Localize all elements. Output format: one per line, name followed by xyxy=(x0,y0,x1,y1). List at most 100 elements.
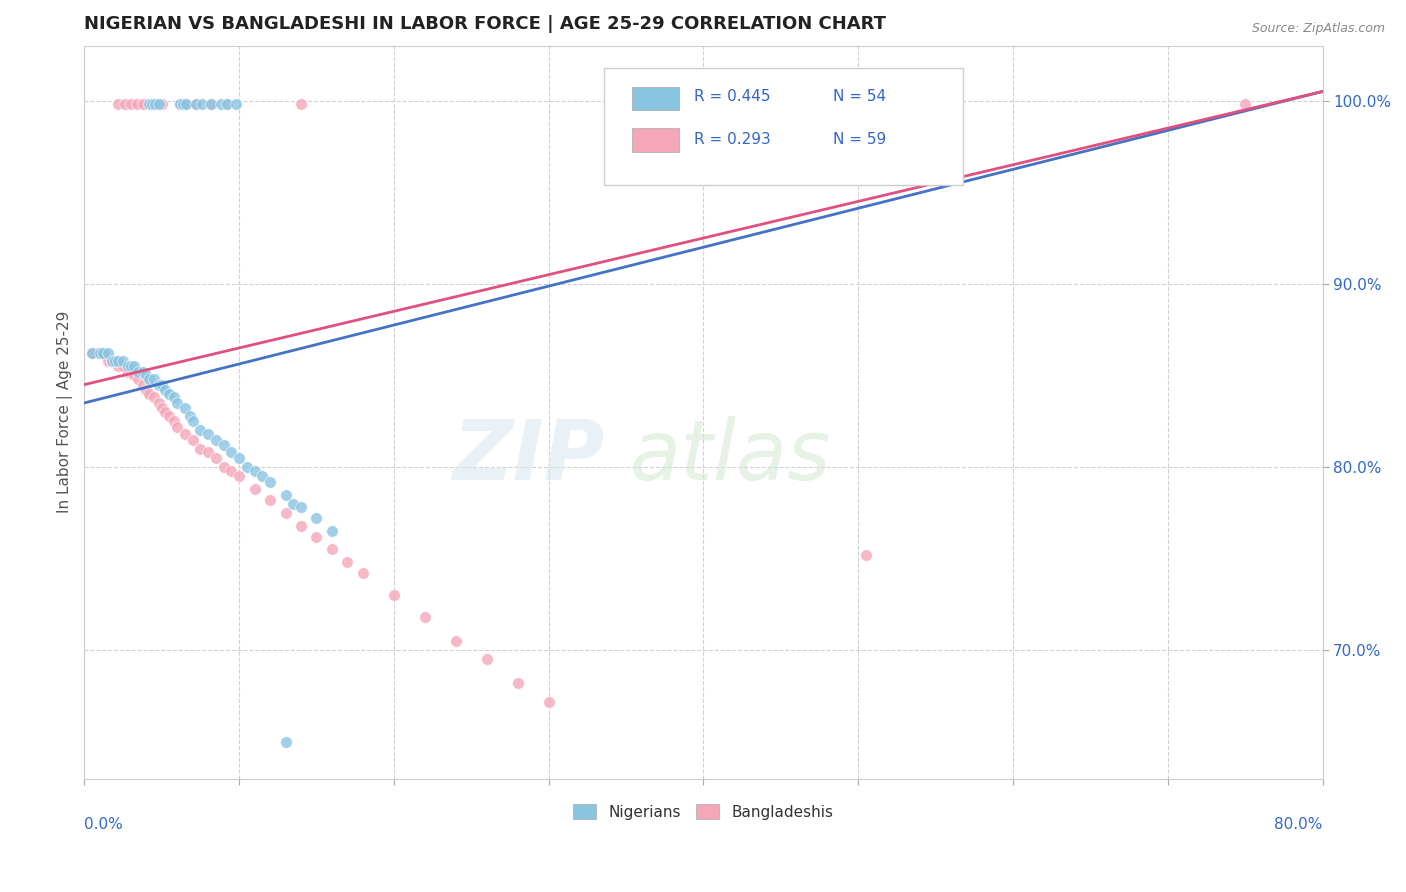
Point xyxy=(181,414,204,428)
Point xyxy=(352,566,374,581)
Point xyxy=(96,353,118,368)
Point xyxy=(290,97,312,112)
Point xyxy=(135,383,157,397)
Point xyxy=(111,353,134,368)
Point xyxy=(243,482,266,496)
Point xyxy=(145,97,167,112)
Point xyxy=(132,377,155,392)
Point xyxy=(169,97,191,112)
Point xyxy=(236,460,259,475)
Point xyxy=(138,386,160,401)
Legend: Nigerians, Bangladeshis: Nigerians, Bangladeshis xyxy=(567,797,839,826)
Point xyxy=(221,445,243,459)
Point xyxy=(475,652,498,666)
Point xyxy=(225,97,247,112)
Point xyxy=(228,469,250,483)
Point xyxy=(221,464,243,478)
Point xyxy=(120,365,142,379)
Point xyxy=(150,377,173,392)
Point xyxy=(91,346,114,360)
Point xyxy=(104,353,127,368)
Text: 0.0%: 0.0% xyxy=(84,817,124,832)
Point xyxy=(117,359,139,374)
Point xyxy=(86,346,108,360)
Point xyxy=(138,372,160,386)
Point xyxy=(259,493,281,508)
Point xyxy=(80,346,103,360)
Point xyxy=(274,506,297,520)
Point xyxy=(107,353,129,368)
Point xyxy=(80,346,103,360)
Point xyxy=(153,405,176,419)
Text: ZIP: ZIP xyxy=(451,416,605,497)
Point xyxy=(153,383,176,397)
Text: N = 54: N = 54 xyxy=(834,89,887,104)
Point xyxy=(190,424,212,438)
Point xyxy=(120,97,142,112)
Point xyxy=(127,365,149,379)
Point xyxy=(413,610,436,624)
Point xyxy=(290,518,312,533)
Point xyxy=(101,353,124,368)
Point xyxy=(305,511,328,525)
FancyBboxPatch shape xyxy=(605,68,963,185)
Point xyxy=(107,359,129,374)
Point xyxy=(159,386,181,401)
Point xyxy=(125,97,148,112)
Point xyxy=(166,419,188,434)
Point xyxy=(148,396,170,410)
Point xyxy=(142,372,165,386)
Point xyxy=(174,401,197,416)
Text: NIGERIAN VS BANGLADESHI IN LABOR FORCE | AGE 25-29 CORRELATION CHART: NIGERIAN VS BANGLADESHI IN LABOR FORCE |… xyxy=(84,15,886,33)
Point xyxy=(148,97,170,112)
Y-axis label: In Labor Force | Age 25-29: In Labor Force | Age 25-29 xyxy=(58,311,73,513)
Text: R = 0.445: R = 0.445 xyxy=(693,89,770,104)
Point xyxy=(166,396,188,410)
Point xyxy=(141,97,163,112)
Point xyxy=(122,368,145,383)
Point xyxy=(305,530,328,544)
Point xyxy=(274,487,297,501)
Point xyxy=(127,372,149,386)
Point xyxy=(89,346,111,360)
Point xyxy=(150,401,173,416)
Text: Source: ZipAtlas.com: Source: ZipAtlas.com xyxy=(1251,22,1385,36)
Point xyxy=(1234,97,1257,112)
Point xyxy=(283,497,305,511)
Point xyxy=(163,391,186,405)
Point xyxy=(215,97,238,112)
Point xyxy=(215,97,238,112)
Point xyxy=(197,427,219,442)
Point xyxy=(101,353,124,368)
Point xyxy=(107,97,129,112)
Point xyxy=(382,588,405,602)
Point xyxy=(200,97,222,112)
Point xyxy=(184,97,207,112)
Point xyxy=(179,409,201,423)
Point xyxy=(122,359,145,374)
Point xyxy=(321,542,343,557)
Point xyxy=(132,97,155,112)
Point xyxy=(209,97,232,112)
Point xyxy=(176,97,198,112)
Point xyxy=(174,427,197,442)
Point xyxy=(336,555,359,569)
Point xyxy=(190,442,212,456)
Point xyxy=(274,735,297,749)
Point xyxy=(135,368,157,383)
Point xyxy=(172,97,194,112)
Point xyxy=(114,97,136,112)
Point xyxy=(169,97,191,112)
Point xyxy=(444,634,467,648)
Point xyxy=(290,500,312,515)
Point xyxy=(191,97,214,112)
Point xyxy=(159,409,181,423)
Point xyxy=(243,464,266,478)
Point xyxy=(111,359,134,374)
FancyBboxPatch shape xyxy=(631,87,679,110)
Text: 80.0%: 80.0% xyxy=(1274,817,1323,832)
Point xyxy=(142,391,165,405)
Point xyxy=(91,346,114,360)
Point xyxy=(104,353,127,368)
Point xyxy=(197,445,219,459)
